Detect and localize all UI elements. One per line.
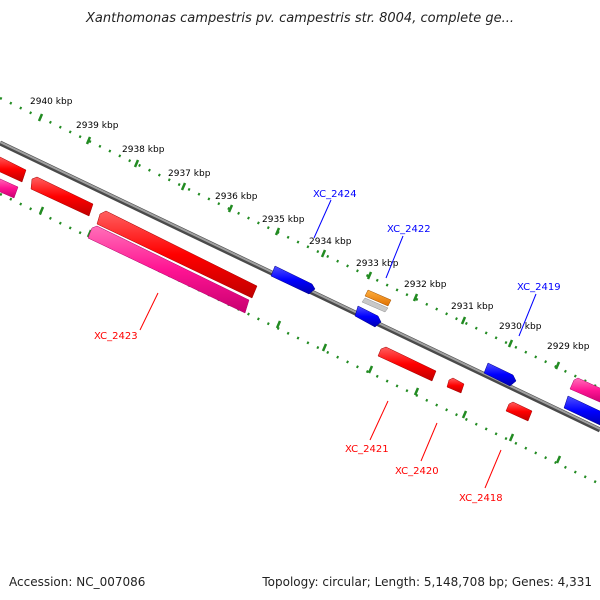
accession-text: Accession: NC_007086 bbox=[9, 575, 145, 589]
tick-label-2938: 2938 kbp bbox=[122, 145, 165, 155]
tick-label-2930: 2930 kbp bbox=[499, 322, 542, 332]
gene-label-xc2419[interactable]: XC_2419 bbox=[517, 282, 561, 293]
gene-blue-right-edge[interactable] bbox=[563, 395, 600, 426]
gene-red-xc2423-upper[interactable] bbox=[96, 210, 258, 299]
gene-xc2420[interactable] bbox=[446, 377, 465, 394]
genome-summary-text: Topology: circular; Length: 5,148,708 bp… bbox=[261, 575, 592, 589]
gene-red-left[interactable] bbox=[30, 176, 94, 217]
tick-label-2932: 2932 kbp bbox=[404, 280, 447, 290]
gene-label-xc2421[interactable]: XC_2421 bbox=[345, 444, 389, 455]
tick-label-2939: 2939 kbp bbox=[76, 121, 119, 131]
gene-label-xc2423[interactable]: XC_2423 bbox=[94, 331, 138, 342]
gene-label-xc2424[interactable]: XC_2424 bbox=[313, 189, 357, 200]
gene-callout-lines bbox=[139, 199, 537, 489]
tick-label-2933: 2933 kbp bbox=[356, 259, 399, 269]
outer-tick-ring bbox=[0, 96, 600, 390]
tick-label-2929: 2929 kbp bbox=[547, 342, 590, 352]
gene-xc2422-orange[interactable] bbox=[364, 289, 392, 307]
tick-label-2937: 2937 kbp bbox=[168, 169, 211, 179]
gene-xc2419[interactable] bbox=[483, 362, 517, 387]
gene-xc2421[interactable] bbox=[377, 346, 437, 382]
gene-label-xc2420[interactable]: XC_2420 bbox=[395, 466, 439, 477]
gene-label-xc2418[interactable]: XC_2418 bbox=[459, 493, 503, 504]
outer-major-ticks bbox=[37, 113, 561, 370]
gene-pink-right-edge[interactable] bbox=[569, 377, 600, 403]
gene-left-red-edge[interactable] bbox=[0, 156, 27, 183]
gene-xc2424[interactable] bbox=[270, 265, 316, 295]
gene-left-pink-edge[interactable] bbox=[0, 178, 19, 199]
gene-label-xc2422[interactable]: XC_2422 bbox=[387, 224, 431, 235]
gene-xc2422-grey bbox=[361, 297, 389, 313]
tick-label-2935: 2935 kbp bbox=[262, 215, 305, 225]
map-title: Xanthomonas campestris pv. campestris st… bbox=[85, 11, 514, 26]
tick-label-2940: 2940 kbp bbox=[30, 97, 73, 107]
gene-blue-small[interactable] bbox=[354, 305, 382, 328]
gene-xc2423[interactable] bbox=[87, 225, 250, 314]
gene-xc2418[interactable] bbox=[505, 401, 533, 422]
tick-label-2931: 2931 kbp bbox=[451, 302, 494, 312]
tick-label-2934: 2934 kbp bbox=[309, 237, 352, 247]
tick-label-2936: 2936 kbp bbox=[215, 192, 258, 202]
